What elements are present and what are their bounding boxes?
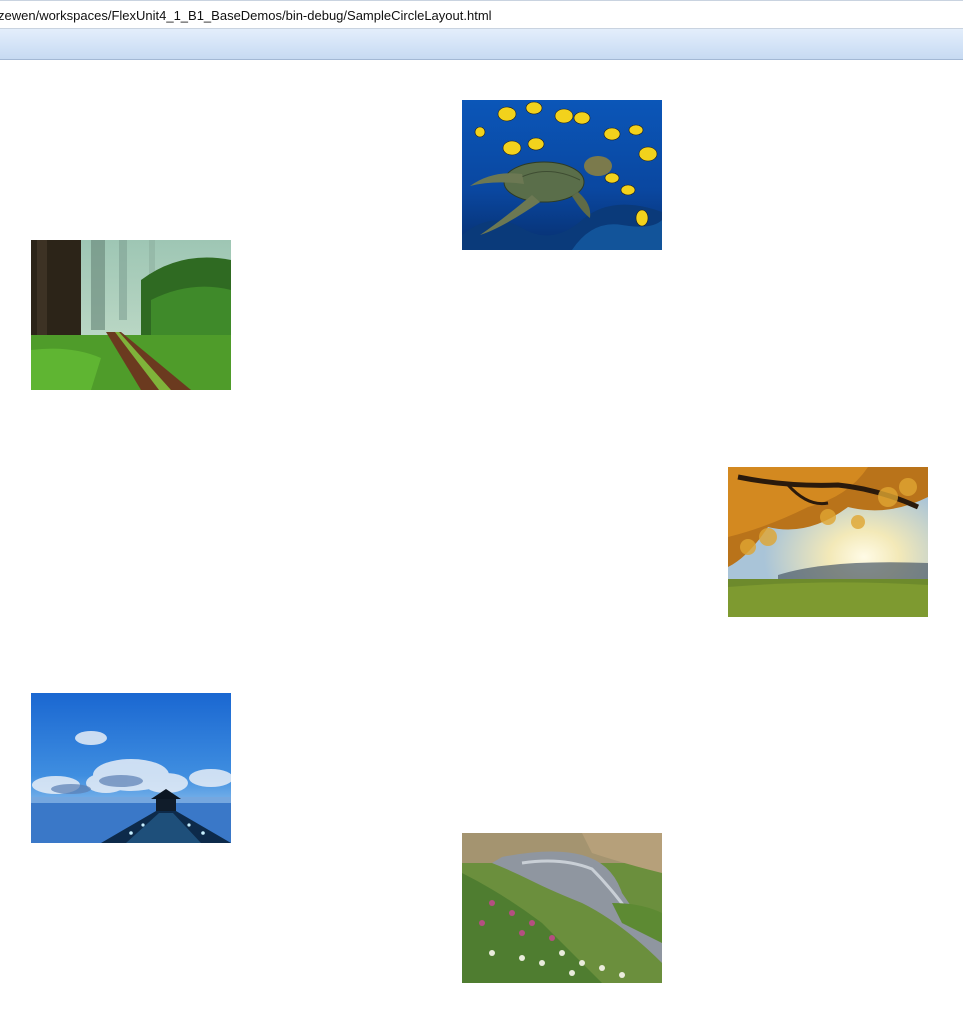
image-autumn-tree[interactable] [728,467,928,617]
forest-path-picture [31,240,231,390]
address-bar[interactable]: zewen/workspaces/FlexUnit4_1_B1_BaseDemo… [0,0,963,29]
mountain-stream-picture [462,833,662,983]
image-mountain-stream[interactable] [462,833,662,983]
sea-turtle-picture [462,100,662,250]
image-sea-turtle[interactable] [462,100,662,250]
address-url[interactable]: zewen/workspaces/FlexUnit4_1_B1_BaseDemo… [0,8,492,23]
image-forest-path[interactable] [31,240,231,390]
autumn-tree-picture [728,467,928,617]
browser-toolbar [0,29,963,60]
circle-layout-container [0,60,963,1023]
image-blue-pier[interactable] [31,693,231,843]
blue-pier-picture [31,693,231,843]
